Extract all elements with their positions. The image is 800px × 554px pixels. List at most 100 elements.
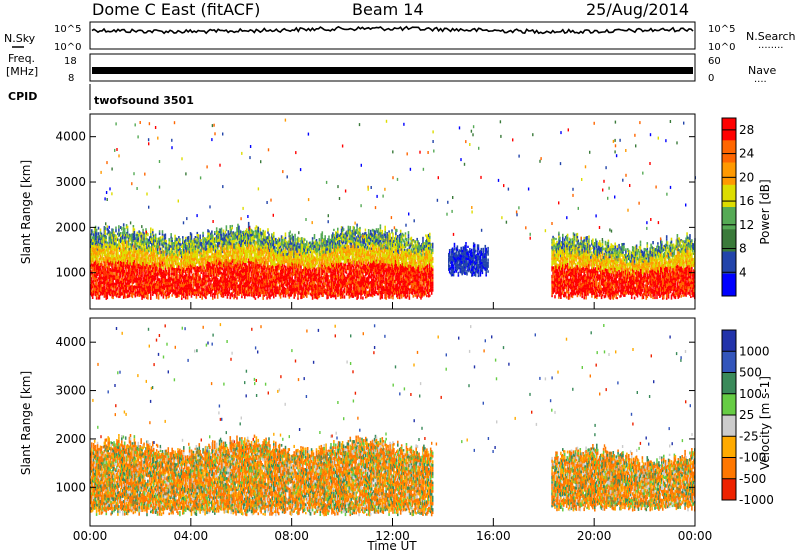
data-cell xyxy=(94,245,97,248)
data-cell xyxy=(93,256,96,259)
data-cell xyxy=(108,286,110,290)
data-cell xyxy=(106,260,109,264)
data-cell xyxy=(109,242,111,246)
data-cell xyxy=(100,250,103,254)
data-cell xyxy=(118,289,120,293)
data-cell xyxy=(183,266,186,271)
data-cell xyxy=(135,247,138,251)
cpid-text: twofsound 3501 xyxy=(94,94,194,107)
data-cell xyxy=(106,292,109,295)
data-cell xyxy=(115,274,117,277)
data-cell xyxy=(113,231,115,234)
data-cell xyxy=(91,265,93,269)
data-cell xyxy=(177,256,179,260)
data-cell xyxy=(112,285,114,288)
data-cell xyxy=(184,236,187,240)
data-cell xyxy=(112,292,114,295)
data-cell xyxy=(108,230,110,234)
data-cell xyxy=(275,237,277,241)
data-cell xyxy=(115,261,117,265)
data-cell xyxy=(118,244,120,247)
data-cell xyxy=(92,258,95,262)
data-cell xyxy=(95,229,98,233)
data-cell xyxy=(93,233,96,237)
data-cell xyxy=(108,246,110,250)
data-cell xyxy=(299,290,301,293)
data-cell xyxy=(119,255,121,259)
data-cell xyxy=(91,285,94,289)
data-cell xyxy=(304,281,306,284)
data-cell xyxy=(120,271,122,275)
data-cell xyxy=(254,297,257,300)
data-cell xyxy=(105,235,108,239)
data-cell xyxy=(94,279,97,283)
data-cell xyxy=(203,242,205,246)
data-cell xyxy=(102,270,105,273)
data-cell xyxy=(114,282,116,286)
data-cell xyxy=(114,275,116,278)
data-cell xyxy=(214,231,216,234)
data-cell xyxy=(93,287,96,290)
data-cell xyxy=(104,268,107,272)
data-cell xyxy=(106,232,109,236)
data-cell xyxy=(111,282,113,286)
data-cell xyxy=(122,278,125,282)
data-cell xyxy=(150,296,152,300)
data-cell xyxy=(241,281,243,285)
data-cell xyxy=(115,258,117,262)
data-cell xyxy=(91,252,93,256)
data-cell xyxy=(103,253,106,257)
data-cell xyxy=(197,234,200,238)
data-cell xyxy=(122,270,125,273)
data-cell xyxy=(190,280,193,284)
data-cell xyxy=(122,253,125,257)
data-cell xyxy=(119,282,121,286)
data-cell xyxy=(108,268,110,272)
data-cell xyxy=(107,283,109,287)
data-cell xyxy=(274,260,276,264)
nave-tick-top: 60 xyxy=(708,56,721,67)
data-cell xyxy=(122,292,125,296)
data-cell xyxy=(318,269,321,274)
data-cell xyxy=(108,233,110,237)
data-cell xyxy=(202,234,204,237)
data-cell xyxy=(132,225,135,228)
data-cell xyxy=(117,276,119,279)
data-cell xyxy=(92,282,95,285)
data-cell xyxy=(99,267,102,271)
data-cell xyxy=(111,260,113,264)
data-cell xyxy=(97,296,100,300)
data-cell xyxy=(131,295,134,299)
data-cell xyxy=(100,291,103,295)
data-cell xyxy=(91,274,94,278)
data-cell xyxy=(164,236,167,240)
data-cell xyxy=(122,281,125,285)
data-cell xyxy=(92,246,95,251)
data-cell xyxy=(123,256,126,260)
data-cell xyxy=(120,251,122,254)
data-cell xyxy=(111,290,113,293)
data-cell xyxy=(119,295,121,298)
data-cell xyxy=(95,235,98,239)
data-cell xyxy=(103,242,106,246)
data-cell xyxy=(105,238,108,241)
nsky-tick-bottom-left: 10^0 xyxy=(54,42,81,53)
data-cell xyxy=(109,281,111,284)
data-cell xyxy=(119,238,121,242)
data-cell xyxy=(102,286,105,290)
data-cell xyxy=(290,255,293,259)
data-cell xyxy=(103,285,106,288)
data-cell xyxy=(100,258,103,261)
nsearch-label: N.Search xyxy=(746,30,796,43)
data-cell xyxy=(91,250,93,253)
data-cell xyxy=(102,240,105,244)
data-cell xyxy=(97,286,100,290)
data-cell xyxy=(306,240,308,244)
data-cell xyxy=(112,261,114,265)
data-cell xyxy=(100,242,103,246)
data-cell xyxy=(140,232,142,235)
data-cell xyxy=(284,236,287,240)
data-cell xyxy=(122,223,125,227)
data-cell xyxy=(111,285,113,288)
data-cell xyxy=(120,289,122,293)
